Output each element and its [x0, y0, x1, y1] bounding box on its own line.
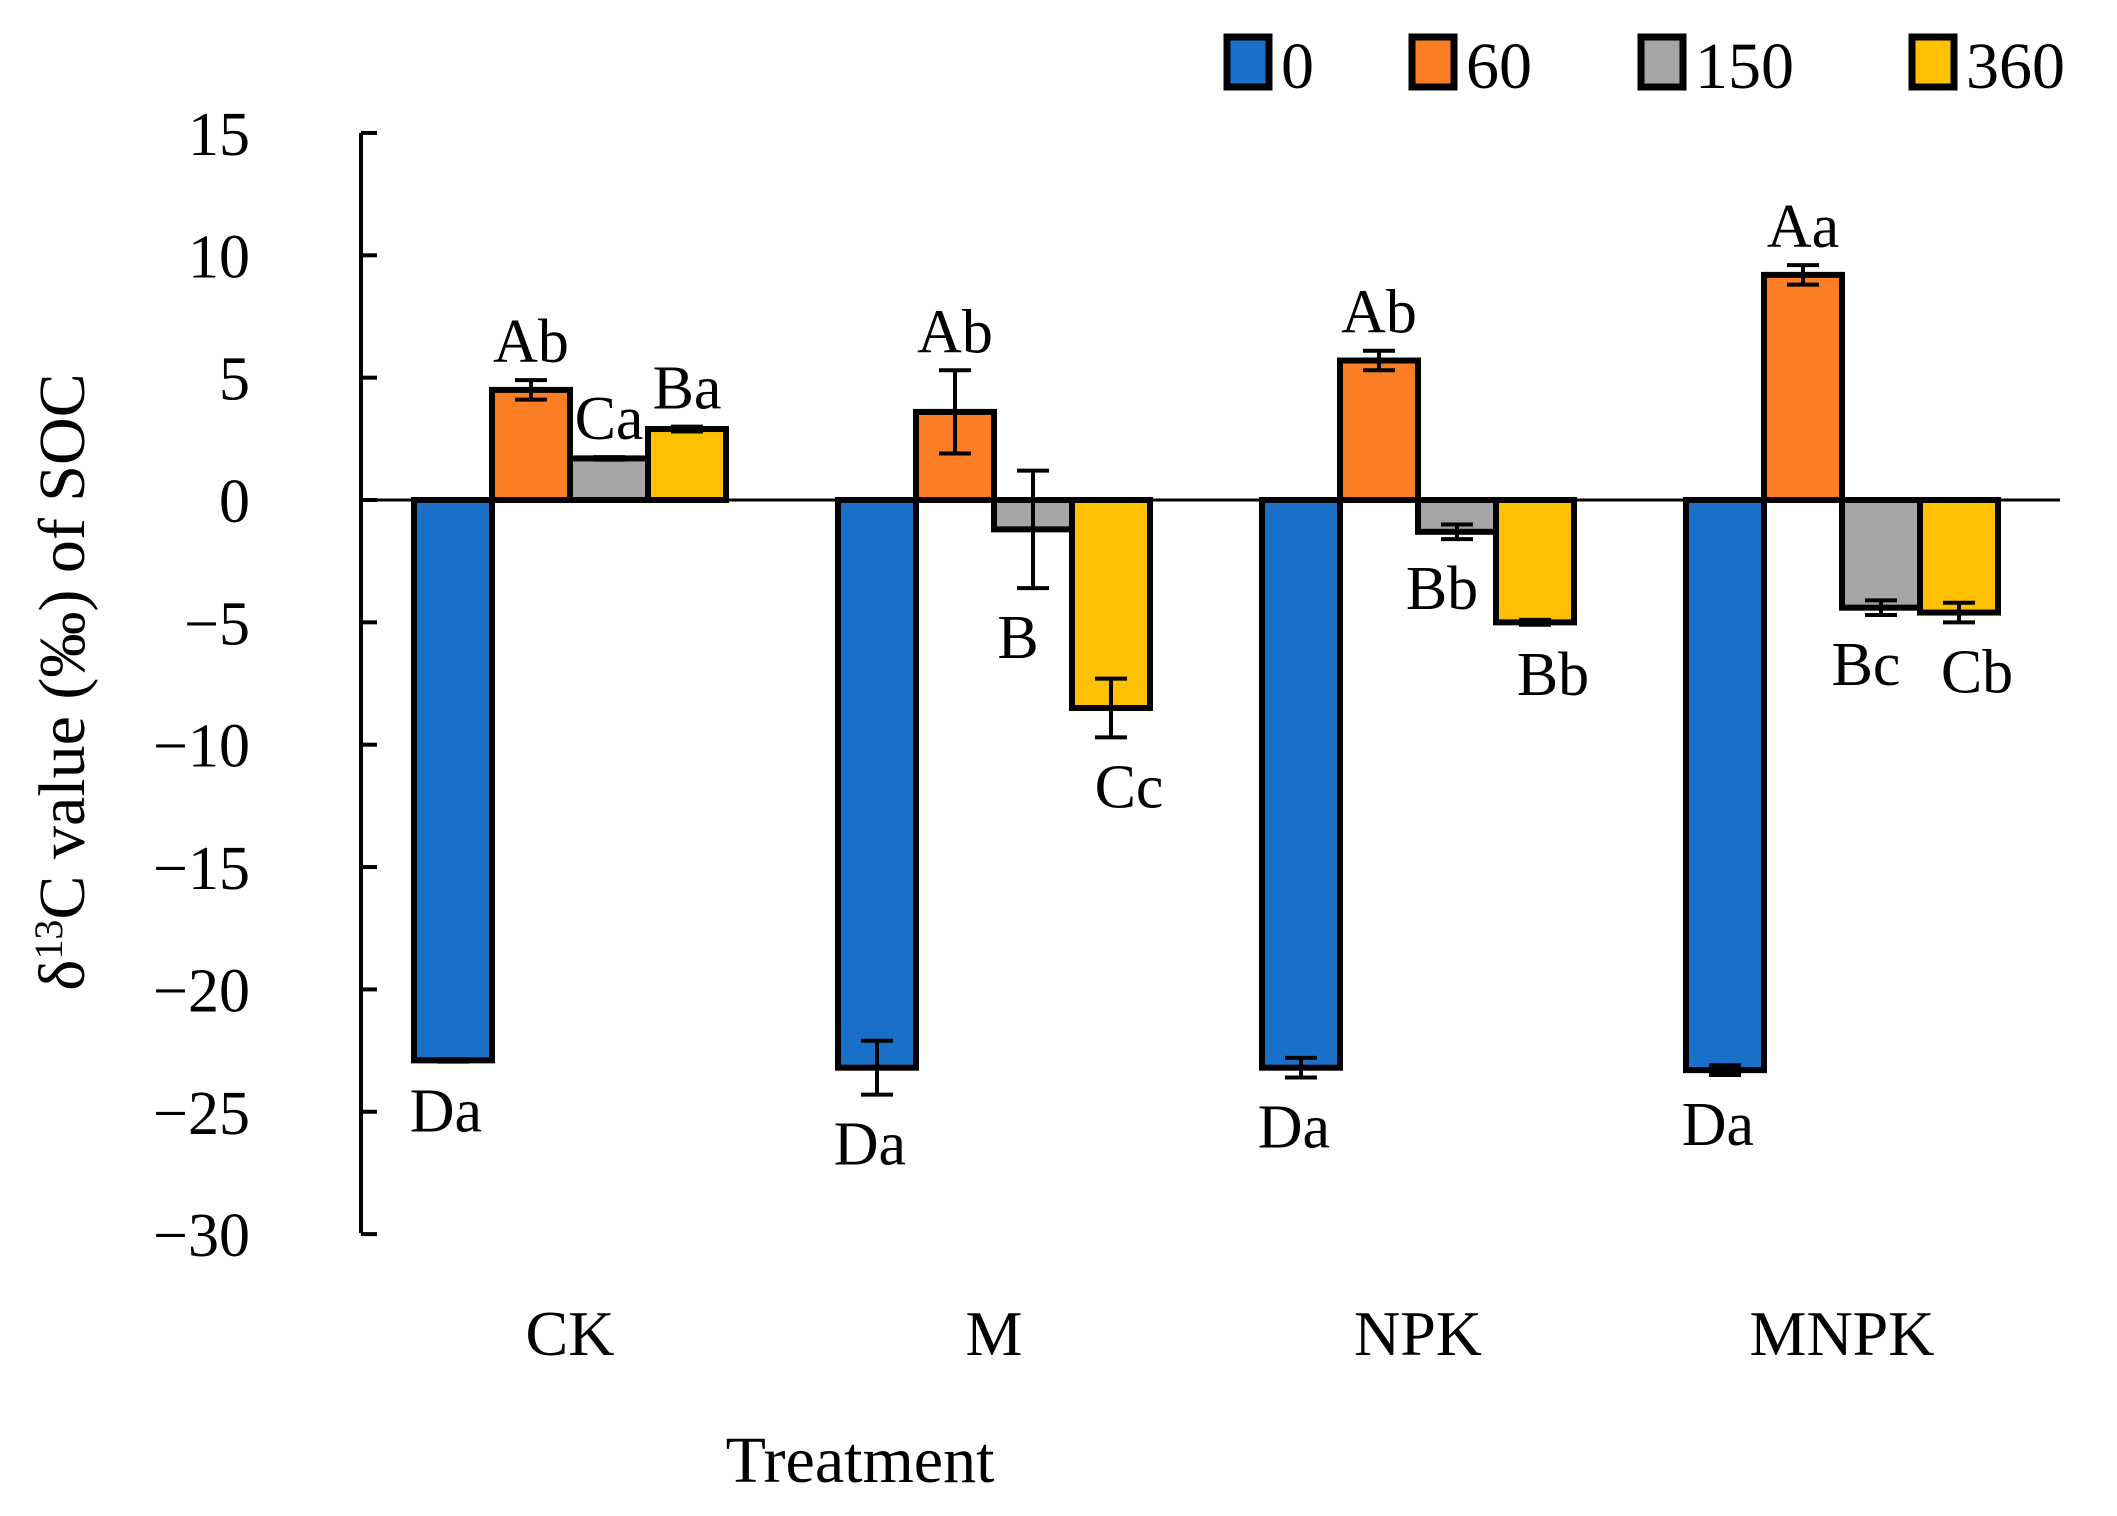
y-tick-label: −5	[184, 590, 250, 658]
legend-label: 360	[1966, 30, 2065, 103]
legend-label: 60	[1466, 30, 1532, 103]
bar	[645, 426, 729, 503]
significance-label: Da	[1258, 1093, 1330, 1161]
significance-label: Bb	[1406, 555, 1478, 623]
y-axis-title-sup: 13	[26, 920, 71, 960]
y-tick-label: −30	[153, 1202, 250, 1270]
significance-label: Aa	[1767, 193, 1839, 261]
bar	[835, 497, 919, 1071]
x-category-label: NPK	[1354, 1298, 1482, 1369]
significance-label: B	[997, 604, 1038, 672]
significance-label: Ca	[575, 385, 644, 453]
y-axis-title-suffix: C value (‰) of SOC	[26, 373, 99, 919]
significance-label: Da	[1682, 1091, 1754, 1159]
legend-swatch	[1223, 33, 1273, 91]
legend-swatch	[1637, 33, 1687, 91]
bar	[1917, 497, 2001, 616]
significance-label: Ab	[917, 298, 993, 366]
bar	[1761, 271, 1845, 503]
y-tick-label: −20	[153, 957, 250, 1025]
x-axis-categories: CK M NPK MNPK	[526, 1298, 1935, 1369]
y-axis: 15 10 5 0 −5 −10 −15 −20 −25 −30	[153, 101, 377, 1270]
bar	[489, 386, 573, 504]
significance-label: Ba	[653, 355, 722, 423]
y-tick-label: 15	[188, 101, 250, 169]
legend-label: 0	[1281, 30, 1314, 103]
significance-label: Cc	[1095, 753, 1164, 821]
y-tick-label: −10	[153, 713, 250, 781]
x-category-label: CK	[526, 1298, 615, 1369]
y-axis-title: δ13C value (‰) of SOC	[26, 373, 99, 990]
legend-swatch	[1408, 33, 1458, 91]
y-tick-label: −25	[153, 1080, 250, 1148]
significance-label: Cb	[1941, 638, 2013, 706]
bar	[1337, 357, 1421, 503]
y-axis-ticks: 15 10 5 0 −5 −10 −15 −20 −25 −30	[153, 101, 377, 1270]
x-category-label: M	[966, 1298, 1023, 1369]
significance-label: Ab	[1341, 279, 1417, 347]
legend-label: 150	[1695, 30, 1794, 103]
legend-swatch	[1908, 33, 1958, 91]
x-category-label: MNPK	[1750, 1298, 1935, 1369]
bar	[1493, 497, 1577, 626]
x-axis-title: Treatment	[726, 1424, 995, 1497]
bar	[1839, 497, 1923, 611]
legend: 0 60 150 360	[1223, 30, 2065, 103]
y-tick-label: 0	[219, 468, 250, 536]
y-tick-label: 10	[188, 223, 250, 291]
significance-label: Da	[834, 1111, 906, 1179]
bar	[567, 455, 651, 503]
y-axis-title-prefix: δ	[26, 960, 99, 991]
y-tick-label: 5	[219, 346, 250, 414]
significance-label: Bb	[1517, 641, 1589, 709]
significance-label: Ab	[493, 308, 569, 376]
y-tick-label: −15	[153, 835, 250, 903]
significance-label: Da	[410, 1078, 482, 1146]
bar	[411, 497, 495, 1064]
bar	[1259, 497, 1343, 1071]
significance-label: Bc	[1832, 631, 1901, 699]
bar	[1683, 497, 1767, 1074]
